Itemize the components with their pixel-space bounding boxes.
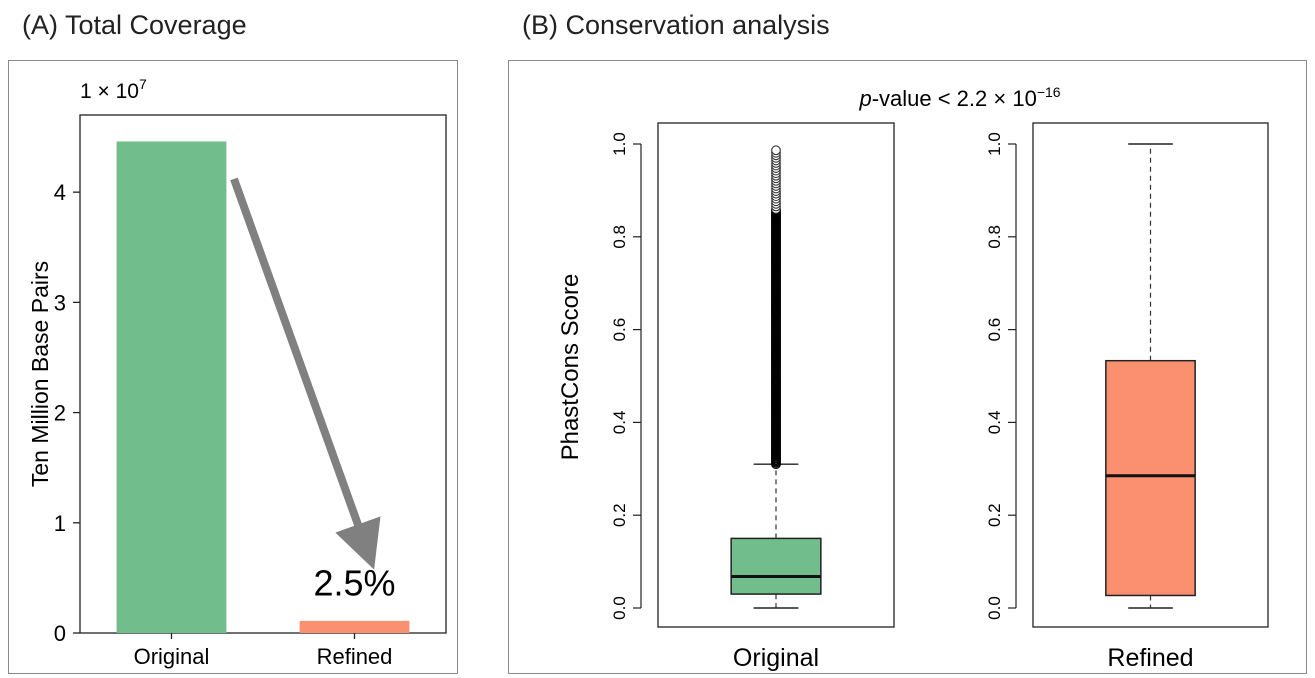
box-y-tick-label: 0.4: [610, 411, 629, 435]
panel-b-frame: [508, 60, 1307, 674]
p-value-label: p-value < 2.2 × 10−16: [858, 84, 1060, 111]
bar-original: [116, 141, 227, 634]
bar-y-tick-label: 3: [54, 290, 66, 315]
box-y-tick-label: 0.4: [985, 411, 1004, 435]
box-x-label-original: Original: [733, 644, 819, 672]
panel-a-title: (A) Total Coverage: [22, 10, 247, 40]
outliers-original: [771, 145, 781, 470]
bar-y-tick-label: 1: [54, 511, 66, 536]
box-y-tick-label: 1.0: [610, 132, 629, 156]
box-y-tick-label: 0.6: [610, 318, 629, 342]
bar-y-tick-label: 0: [54, 621, 66, 646]
bar-x-tick-label: Original: [134, 644, 210, 669]
box-y-tick-label: 0.2: [610, 503, 629, 527]
bar-y-axis-label: Ten Million Base Pairs: [27, 261, 53, 487]
decline-arrow: [230, 177, 381, 570]
box-y-tick-label: 1.0: [985, 132, 1004, 156]
outlier-point: [771, 145, 781, 156]
panel-a-frame: [8, 60, 458, 674]
box-plot-area-refined: [1032, 122, 1269, 628]
box-refined: [1105, 359, 1196, 597]
box-y-tick-label: 0.0: [985, 596, 1004, 620]
box-y-axis-label: PhastCons Score: [557, 274, 584, 461]
bar-refined: [299, 620, 410, 633]
box-original: [730, 537, 822, 595]
box-y-tick-label: 0.2: [985, 503, 1004, 527]
box-y-tick-label: 0.8: [610, 225, 629, 249]
bar-x-tick-label: Refined: [317, 644, 393, 669]
bar-y-tick-label: 4: [54, 180, 66, 205]
bar-y-tick-label: 2: [54, 401, 66, 426]
percent-annotation: 2.5%: [313, 563, 395, 604]
panel-b-title: (B) Conservation analysis: [522, 10, 830, 40]
bar-plot-area: [79, 114, 447, 634]
box-y-tick-label: 0.0: [610, 596, 629, 620]
box-x-label-refined: Refined: [1107, 644, 1193, 672]
box-y-tick-label: 0.6: [985, 318, 1004, 342]
box-plot-area-original: [657, 122, 895, 628]
box-y-tick-label: 0.8: [985, 225, 1004, 249]
scale-factor-label: 1 × 107: [80, 76, 147, 103]
